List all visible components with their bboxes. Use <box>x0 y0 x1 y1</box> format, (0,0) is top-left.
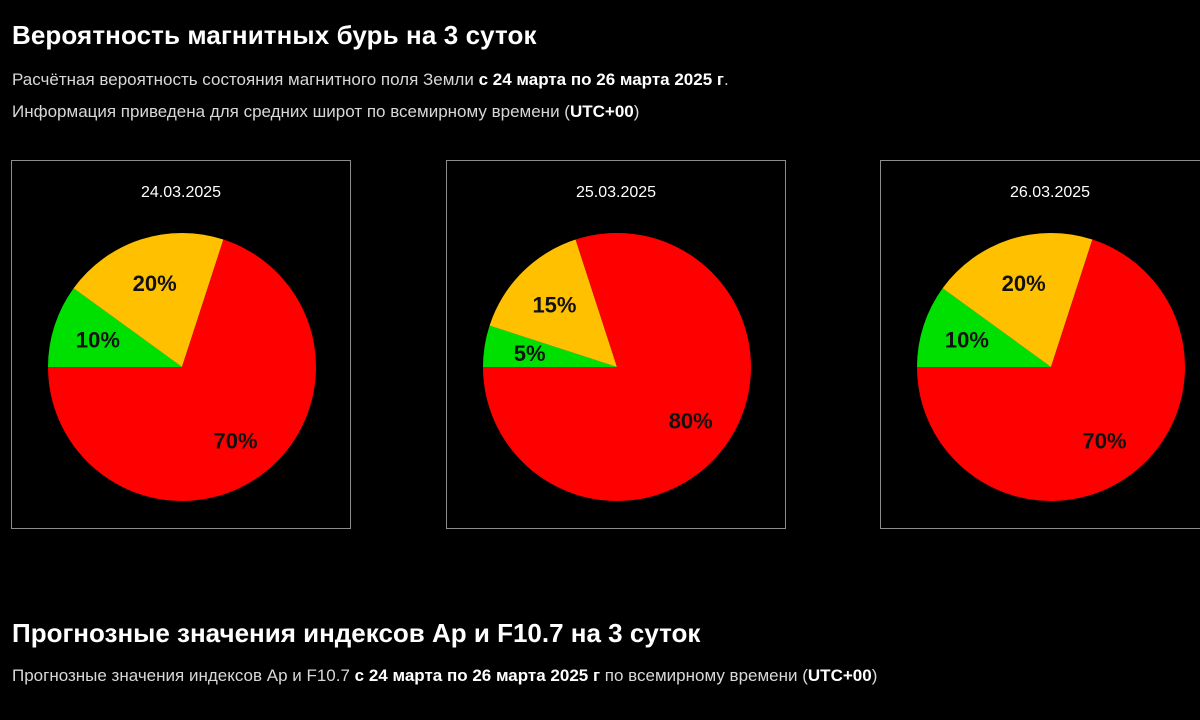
pie-slice-70pct <box>48 239 317 502</box>
pie-slice-label: 20% <box>1002 271 1046 296</box>
pie-slice-label: 10% <box>76 328 120 353</box>
pie-slice-label: 5% <box>514 341 546 366</box>
pie-slice-label: 10% <box>945 328 989 353</box>
timezone-suffix: ) <box>633 102 640 121</box>
pie-svg: 10% 20% 70% <box>48 233 317 502</box>
pie-slice-80pct <box>483 233 751 502</box>
indices-dates: с 24 марта по 26 марта 2025 г <box>354 666 601 685</box>
indices-middle: по всемирному времени ( <box>600 666 808 685</box>
period-prefix: Расчётная вероятность состояния магнитно… <box>12 70 479 89</box>
pie-slice-10pct <box>48 288 182 367</box>
pie-chart-day-3: 26.03.2025 10% 20% 70% <box>880 160 1200 529</box>
pie-svg: 10% 20% 70% <box>917 233 1185 502</box>
pie-slice-5pct <box>483 325 617 367</box>
timezone-prefix: Информация приведена для средних широт п… <box>12 102 570 121</box>
pie-svg: 5% 15% 80% <box>483 233 751 502</box>
pie-slice-label: 20% <box>133 271 177 296</box>
pie-slice-label: 15% <box>532 292 576 317</box>
period-dates: с 24 марта по 26 марта 2025 г <box>478 70 724 89</box>
pie-slice-label: 70% <box>1083 429 1127 454</box>
pie-chart-day-2: 25.03.2025 5% 15% 80% <box>446 160 786 529</box>
pie-slice-70pct <box>917 239 1185 502</box>
forecast-period-text: Расчётная вероятность состояния магнитно… <box>12 70 729 90</box>
timezone-info-text: Информация приведена для средних широт п… <box>12 102 639 122</box>
period-suffix: . <box>723 70 729 89</box>
indices-forecast-text: Прогнозные значения индексов Ap и F10.7 … <box>12 666 877 686</box>
indices-forecast-title: Прогнозные значения индексов Ap и F10.7 … <box>12 618 701 648</box>
pie-slice-10pct <box>917 288 1051 367</box>
chart-date: 26.03.2025 <box>1009 184 1091 201</box>
chart-date: 25.03.2025 <box>575 184 657 201</box>
pie-slice-20pct <box>73 233 224 367</box>
storm-probability-title: Вероятность магнитных бурь на 3 суток <box>12 20 537 50</box>
pie-slice-15pct <box>489 239 617 367</box>
indices-end: ) <box>871 666 878 685</box>
indices-timezone: UTC+00 <box>807 666 872 685</box>
pie-slice-label: 80% <box>669 409 713 434</box>
chart-date: 24.03.2025 <box>140 184 222 201</box>
pie-slice-20pct <box>942 233 1093 367</box>
pie-slice-label: 70% <box>214 429 258 454</box>
indices-prefix: Прогнозные значения индексов Ap и F10.7 <box>12 666 355 685</box>
pie-chart-day-1: 24.03.2025 10% 20% 70% <box>11 160 351 529</box>
timezone-value: UTC+00 <box>569 102 634 121</box>
